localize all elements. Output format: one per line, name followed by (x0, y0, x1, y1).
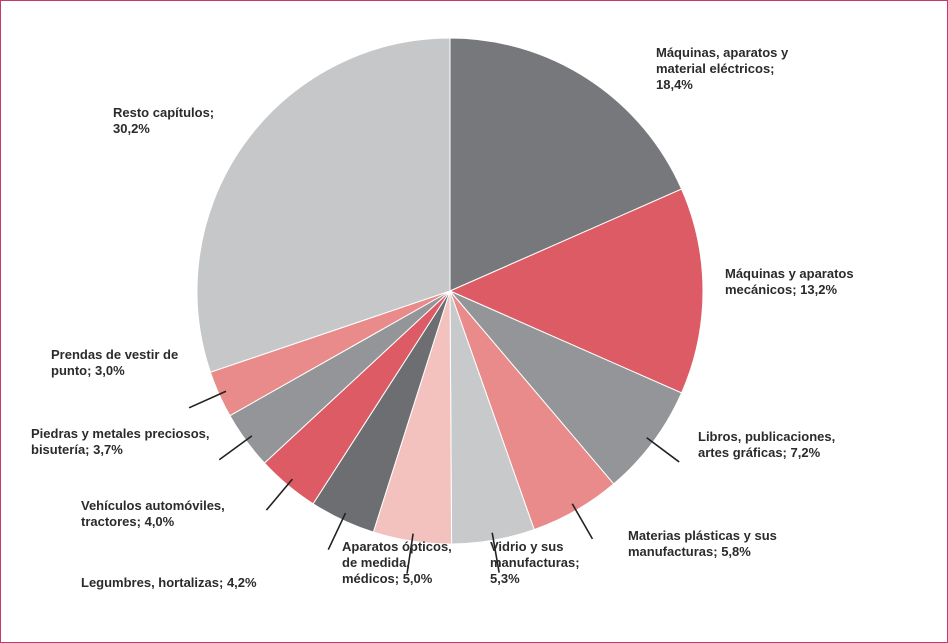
value-label: 18,4% (656, 77, 693, 92)
category-name: Materias plásticas y sus manufacturas; (628, 528, 777, 559)
value-label: 3,7% (93, 442, 123, 457)
leader-line (218, 435, 253, 461)
value-label: 7,2% (790, 445, 821, 460)
value-label: 4,2% (226, 575, 257, 590)
slice-label: Máquinas y aparatos mecánicos; 13,2% (725, 266, 865, 298)
slice-label: Resto capítulos; 30,2% (113, 105, 243, 137)
slice-label: Legumbres, hortalizas; 4,2% (81, 575, 281, 591)
slice-label: Prendas de vestir de punto; 3,0% (51, 347, 181, 379)
value-label: 4,0% (144, 514, 175, 529)
category-name: Libros, publicaciones, artes gráficas; (698, 429, 836, 460)
category-name: Vidrio y sus manufacturas; (490, 539, 580, 570)
leader-line (406, 533, 414, 574)
leader-line (646, 437, 680, 463)
category-name: Piedras y metales preciosos, bisutería; (31, 426, 210, 457)
value-label: 5,0% (402, 571, 433, 586)
category-name: Legumbres, hortalizas; (81, 575, 224, 590)
slice-label: Vidrio y sus manufacturas; 5,3% (490, 539, 600, 587)
value-label: 3,0% (95, 363, 125, 378)
slice-label: Piedras y metales preciosos, bisutería; … (31, 426, 211, 458)
leader-line (327, 512, 347, 551)
value-label: 30,2% (113, 121, 150, 136)
slice-label: Máquinas, aparatos y material eléctricos… (656, 45, 796, 93)
value-label: 5,8% (721, 544, 751, 559)
slice-label: Libros, publicaciones, artes gráficas; 7… (698, 429, 858, 461)
category-name: Máquinas, aparatos y material eléctricos… (656, 45, 789, 76)
leader-line (265, 478, 293, 511)
leader-line (491, 532, 500, 573)
slice-label: Materias plásticas y sus manufacturas; 5… (628, 528, 803, 560)
slice-label: Aparatos ópticos, de medida, médicos; 5,… (342, 539, 467, 587)
slice (448, 188, 704, 394)
category-name: Resto capítulos; (113, 105, 215, 120)
slice-label: Vehículos automóviles, tractores; 4,0% (81, 498, 251, 530)
value-label: 13,2% (800, 282, 838, 297)
value-label: 5,3% (490, 571, 520, 586)
leader-line (188, 390, 227, 409)
category-name: Máquinas y aparatos mecánicos; (725, 266, 854, 297)
slice (196, 37, 451, 373)
slice (449, 37, 683, 292)
category-name: Aparatos ópticos, de medida, médicos; (342, 539, 452, 586)
category-name: Prendas de vestir de punto; (51, 347, 179, 378)
leader-line (571, 503, 594, 540)
category-name: Vehículos automóviles, tractores; (81, 498, 225, 529)
